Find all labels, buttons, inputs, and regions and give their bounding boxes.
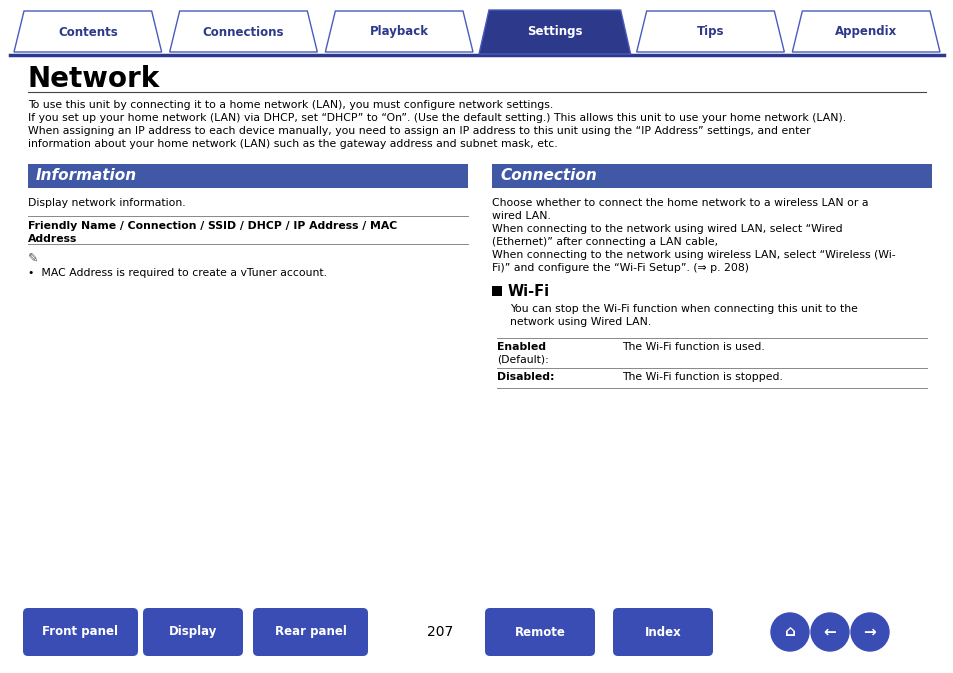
Text: Network: Network: [28, 65, 160, 93]
Text: Tips: Tips: [696, 26, 723, 38]
Text: Appendix: Appendix: [834, 26, 897, 38]
Text: Display network information.: Display network information.: [28, 198, 186, 208]
Text: 207: 207: [426, 625, 453, 639]
Text: Playback: Playback: [369, 26, 428, 38]
Text: →: →: [862, 625, 876, 639]
Text: Fi)” and configure the “Wi-Fi Setup”. (⇒ p. 208): Fi)” and configure the “Wi-Fi Setup”. (⇒…: [492, 263, 748, 273]
Polygon shape: [636, 11, 783, 52]
Text: Display: Display: [169, 625, 217, 639]
Polygon shape: [170, 11, 317, 52]
Text: wired LAN.: wired LAN.: [492, 211, 550, 221]
Text: ⌂: ⌂: [783, 625, 795, 639]
Text: •  MAC Address is required to create a vTuner account.: • MAC Address is required to create a vT…: [28, 268, 327, 278]
Text: Remote: Remote: [514, 625, 565, 639]
Text: To use this unit by connecting it to a home network (LAN), you must configure ne: To use this unit by connecting it to a h…: [28, 100, 553, 110]
Text: information about your home network (LAN) such as the gateway address and subnet: information about your home network (LAN…: [28, 139, 558, 149]
Text: The Wi-Fi function is stopped.: The Wi-Fi function is stopped.: [621, 372, 782, 382]
Polygon shape: [325, 11, 473, 52]
Text: (Ethernet)” after connecting a LAN cable,: (Ethernet)” after connecting a LAN cable…: [492, 237, 718, 247]
Text: Enabled: Enabled: [497, 342, 545, 352]
Text: network using Wired LAN.: network using Wired LAN.: [510, 317, 651, 327]
FancyBboxPatch shape: [253, 608, 368, 656]
Circle shape: [770, 613, 808, 651]
Text: Rear panel: Rear panel: [274, 625, 346, 639]
Text: Friendly Name / Connection / SSID / DHCP / IP Address / MAC: Friendly Name / Connection / SSID / DHCP…: [28, 221, 396, 231]
Text: Front panel: Front panel: [43, 625, 118, 639]
Text: Information: Information: [36, 168, 137, 183]
Circle shape: [810, 613, 848, 651]
FancyBboxPatch shape: [613, 608, 712, 656]
Text: The Wi-Fi function is used.: The Wi-Fi function is used.: [621, 342, 764, 352]
Polygon shape: [478, 10, 630, 54]
Text: When connecting to the network using wired LAN, select “Wired: When connecting to the network using wir…: [492, 224, 841, 234]
Text: (Default):: (Default):: [497, 355, 548, 365]
Text: Choose whether to connect the home network to a wireless LAN or a: Choose whether to connect the home netwo…: [492, 198, 867, 208]
Circle shape: [850, 613, 888, 651]
Text: ✎: ✎: [28, 252, 38, 265]
FancyBboxPatch shape: [23, 608, 138, 656]
Text: Disabled:: Disabled:: [497, 372, 554, 382]
Text: When connecting to the network using wireless LAN, select “Wireless (Wi-: When connecting to the network using wir…: [492, 250, 895, 260]
Text: When assigning an IP address to each device manually, you need to assign an IP a: When assigning an IP address to each dev…: [28, 126, 810, 136]
Text: Connection: Connection: [499, 168, 597, 183]
Polygon shape: [14, 11, 161, 52]
FancyBboxPatch shape: [484, 608, 595, 656]
Text: You can stop the Wi-Fi function when connecting this unit to the: You can stop the Wi-Fi function when con…: [510, 304, 857, 314]
Text: Contents: Contents: [58, 26, 117, 38]
Text: Wi-Fi: Wi-Fi: [507, 284, 550, 299]
Text: Address: Address: [28, 234, 77, 244]
Text: Index: Index: [644, 625, 680, 639]
Polygon shape: [792, 11, 939, 52]
Text: If you set up your home network (LAN) via DHCP, set “DHCP” to “On”. (Use the def: If you set up your home network (LAN) vi…: [28, 113, 845, 123]
Bar: [492, 164, 931, 188]
FancyBboxPatch shape: [143, 608, 243, 656]
Bar: [28, 164, 468, 188]
Text: Connections: Connections: [203, 26, 284, 38]
Bar: [492, 286, 501, 296]
Text: Settings: Settings: [526, 26, 582, 38]
Text: ←: ←: [822, 625, 836, 639]
